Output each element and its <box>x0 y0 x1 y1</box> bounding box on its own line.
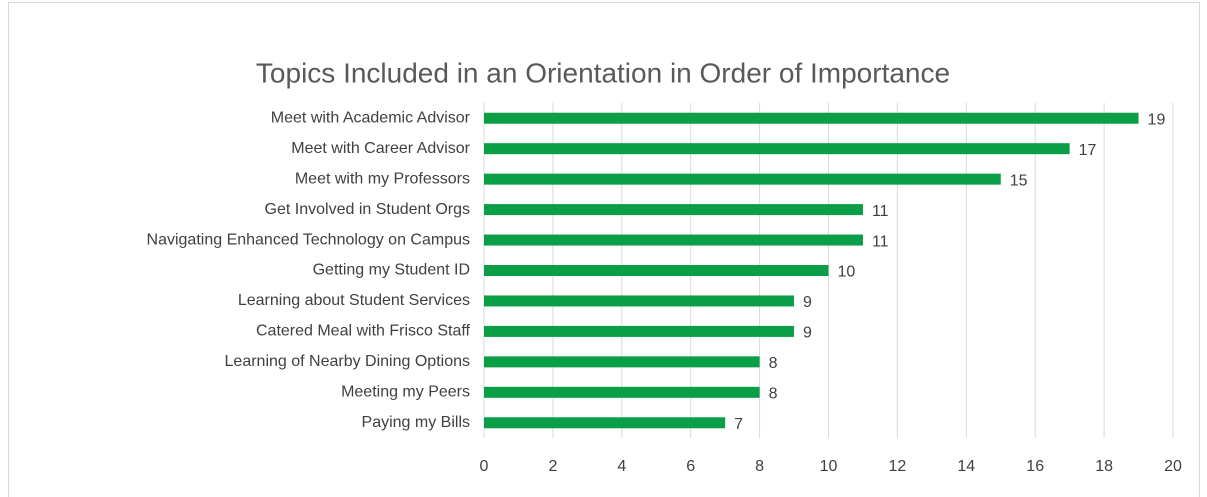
chart-border <box>8 2 1200 497</box>
data-label: 15 <box>1010 172 1028 189</box>
x-tick-label: 8 <box>755 458 764 475</box>
y-tick-label: Getting my Student ID <box>313 262 470 279</box>
y-tick-label: Paying my Bills <box>362 414 470 431</box>
data-label: 17 <box>1079 142 1097 159</box>
y-tick-label: Meet with Career Advisor <box>291 140 470 157</box>
data-label: 9 <box>803 325 812 342</box>
bar <box>484 112 1139 124</box>
bar <box>484 265 829 276</box>
data-label: 19 <box>1148 111 1166 128</box>
x-tick-label: 18 <box>1095 458 1113 475</box>
data-label: 11 <box>872 203 889 220</box>
x-tick-label: 20 <box>1164 458 1182 475</box>
data-label: 10 <box>838 264 856 281</box>
bar <box>484 234 863 246</box>
y-tick-label: Learning about Student Services <box>238 292 470 309</box>
bar <box>484 173 1001 185</box>
data-label: 7 <box>734 416 743 433</box>
y-tick-label: Meet with my Professors <box>295 170 470 187</box>
y-tick-label: Meet with Academic Advisor <box>271 109 471 126</box>
x-tick-label: 12 <box>889 458 907 475</box>
bar <box>484 386 760 398</box>
bar <box>484 204 863 216</box>
x-tick-label: 16 <box>1026 458 1044 475</box>
bar <box>484 325 795 337</box>
data-label: 11 <box>872 233 889 250</box>
y-tick-label: Get Involved in Student Orgs <box>265 201 470 218</box>
x-tick-label: 10 <box>820 458 838 475</box>
bar <box>484 356 760 368</box>
y-tick-label: Meeting my Peers <box>341 384 470 401</box>
data-label: 9 <box>803 294 812 311</box>
y-tick-label: Learning of Nearby Dining Options <box>225 353 470 370</box>
y-tick-label: Navigating Enhanced Technology on Campus <box>147 231 470 248</box>
chart-title: Topics Included in an Orientation in Ord… <box>256 57 950 88</box>
bar <box>484 143 1070 155</box>
bar <box>484 417 726 429</box>
data-label: 8 <box>769 355 778 372</box>
x-tick-label: 0 <box>480 458 489 475</box>
data-label: 8 <box>769 386 778 403</box>
y-tick-label: Catered Meal with Frisco Staff <box>256 323 471 340</box>
x-tick-label: 4 <box>617 458 626 475</box>
bar <box>484 295 795 307</box>
x-tick-label: 2 <box>548 458 557 475</box>
x-tick-label: 14 <box>957 458 975 475</box>
x-tick-label: 6 <box>686 458 695 475</box>
